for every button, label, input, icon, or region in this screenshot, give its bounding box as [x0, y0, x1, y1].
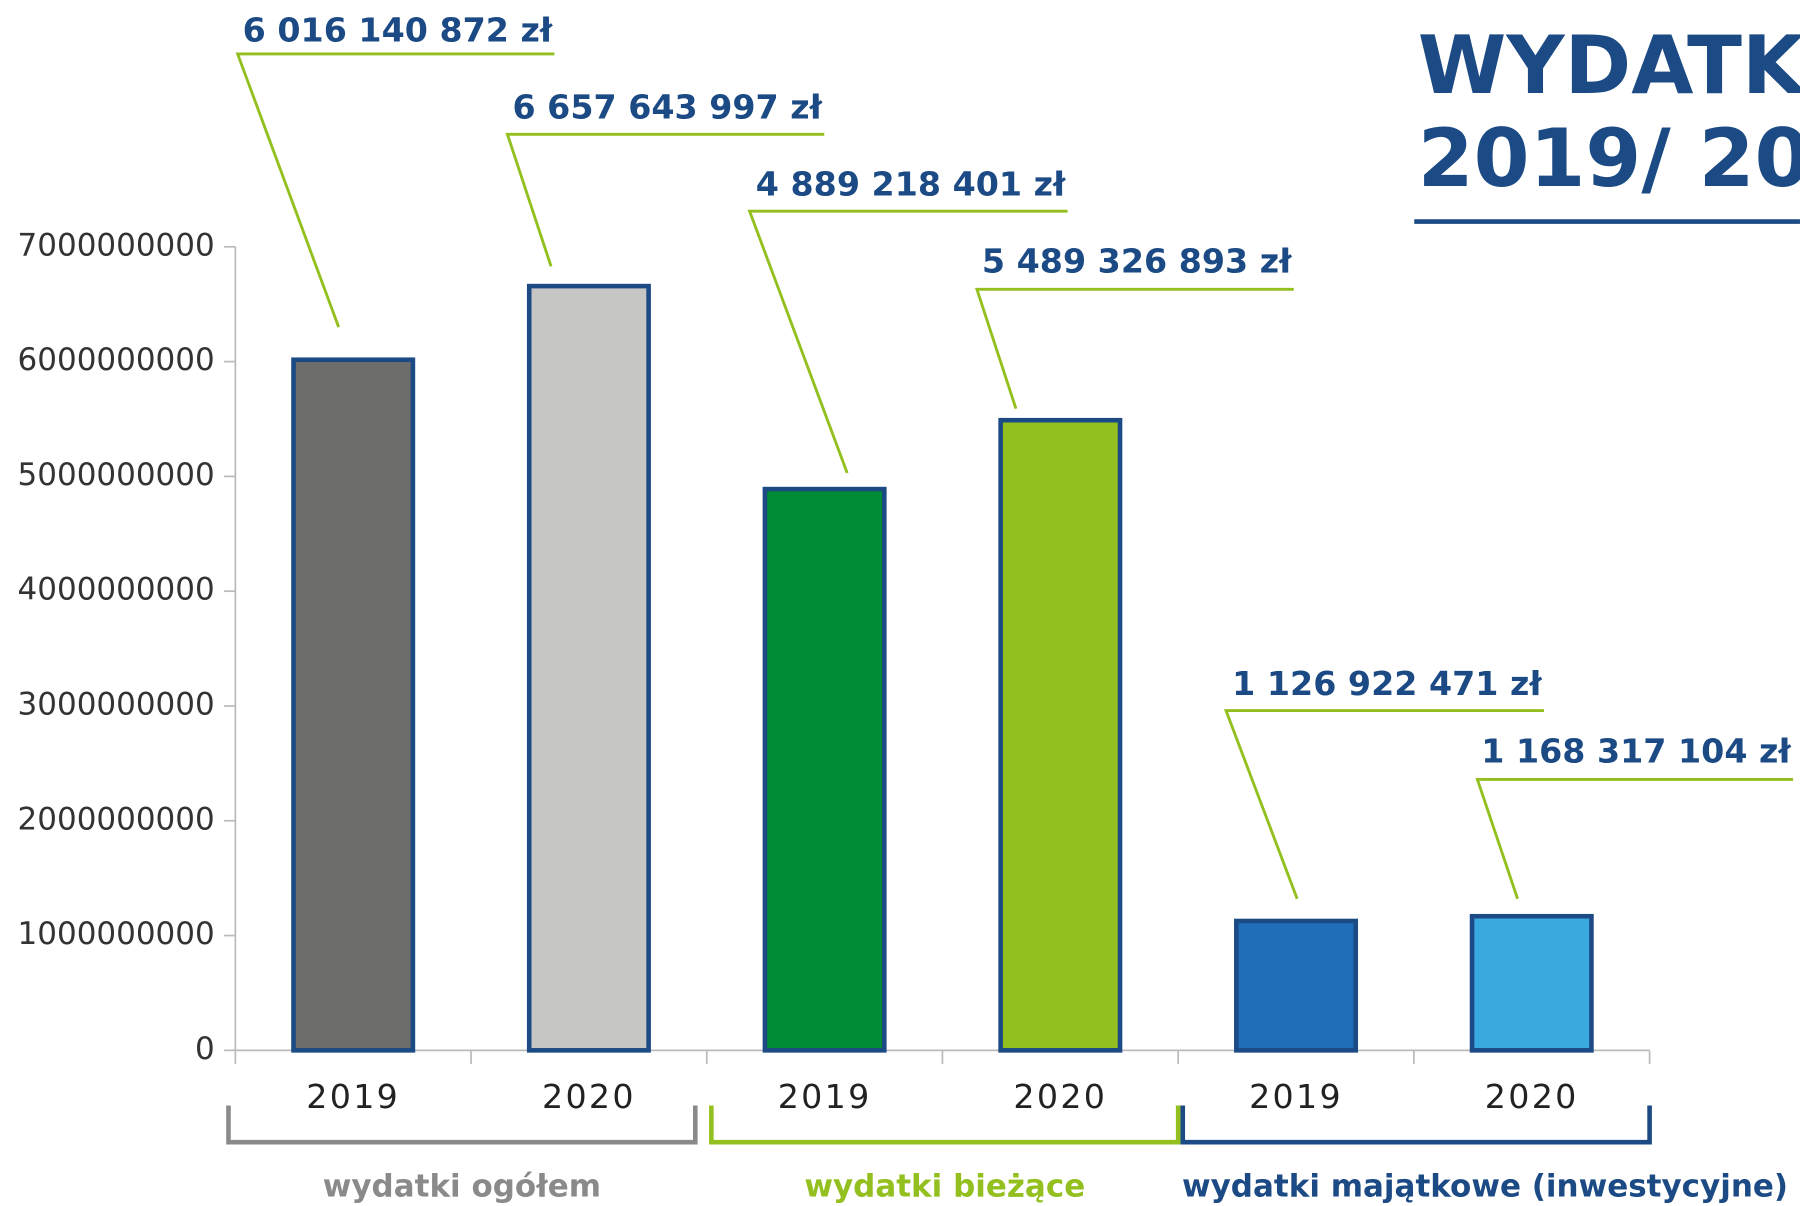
chart-title: WYDATKI [1418, 18, 1800, 112]
y-tick-label: 5000000000 [18, 457, 215, 493]
group-label: wydatki bieżące [804, 1169, 1085, 1205]
value-label: 6 016 140 872 zł [243, 11, 553, 50]
value-label: 1 168 317 104 zł [1481, 732, 1791, 771]
group-bracket [1180, 1105, 1652, 1145]
value-label: 6 657 643 997 zł [512, 88, 822, 127]
leader-line [747, 209, 1068, 474]
leader-line [505, 132, 825, 267]
bar [998, 417, 1123, 1053]
y-tick-label: 0 [195, 1031, 215, 1067]
y-tick-label: 6000000000 [18, 342, 215, 378]
y-tick-label: 7000000000 [18, 227, 215, 263]
y-tick-label: 4000000000 [18, 572, 215, 608]
group-label: wydatki ogółem [323, 1169, 601, 1205]
bar [1469, 913, 1594, 1053]
chart-title: 2019/ 2020 [1418, 111, 1800, 205]
leader-line [1475, 777, 1794, 900]
leader-line [1223, 709, 1544, 900]
y-tick-label: 2000000000 [18, 801, 215, 837]
group-label: wydatki majątkowe (inwestycyjne) [1182, 1169, 1788, 1205]
x-tick-label: 2020 [1485, 1077, 1579, 1116]
x-tick-label: 2020 [1013, 1077, 1107, 1116]
x-tick-label: 2019 [1249, 1077, 1343, 1116]
bar [291, 357, 416, 1053]
bar [526, 283, 651, 1053]
bar [1234, 918, 1359, 1053]
bar [762, 486, 887, 1053]
value-label: 4 889 218 401 zł [756, 164, 1066, 203]
x-tick-label: 2019 [778, 1077, 872, 1116]
value-label: 1 126 922 471 zł [1232, 664, 1542, 703]
x-tick-label: 2019 [306, 1077, 400, 1116]
group-bracket [709, 1105, 1181, 1145]
y-tick-label: 3000000000 [18, 686, 215, 722]
y-tick-label: 1000000000 [18, 916, 215, 952]
x-tick-label: 2020 [542, 1077, 636, 1116]
leader-line [974, 287, 1294, 410]
value-label: 5 489 326 893 zł [982, 241, 1292, 280]
leader-line [235, 52, 555, 328]
group-bracket [226, 1105, 698, 1145]
